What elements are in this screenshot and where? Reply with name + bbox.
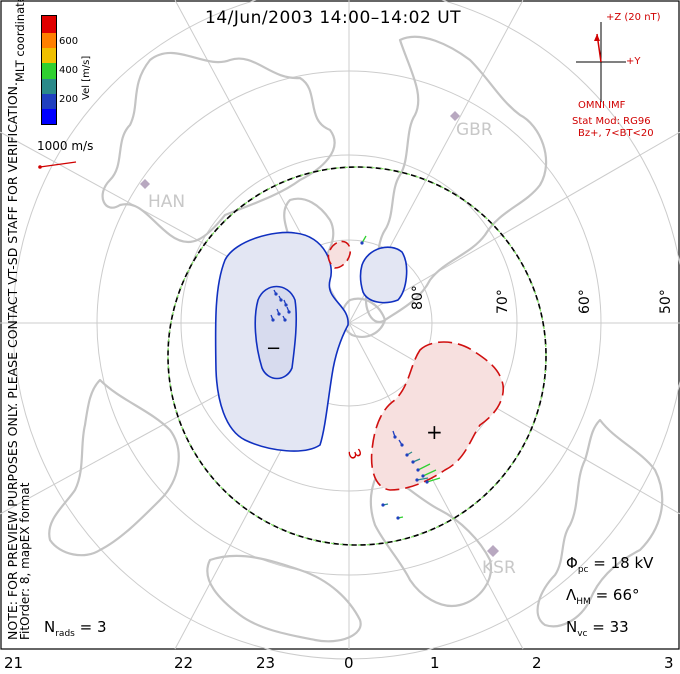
velocity-colorbar	[41, 15, 57, 125]
imf-z-label: +Z (20 nT)	[606, 12, 661, 23]
latitude-70: 70°	[495, 289, 511, 314]
positive-cell-small	[327, 240, 352, 269]
station-han: HAN	[148, 192, 186, 212]
station-ksr: KSR	[482, 558, 516, 578]
hm-boundary	[167, 166, 547, 546]
velocity-scale-label: 1000 m/s	[37, 139, 94, 153]
station-gbr: GBR	[456, 120, 493, 140]
colorbar-green	[42, 63, 56, 79]
mlt-coordinates-label: MLT coordinates	[13, 0, 27, 82]
colorbar-red	[42, 16, 56, 34]
stat-model: Stat Mod: RG96	[572, 116, 651, 127]
minus-marker: −	[266, 338, 282, 359]
mlt-hour-3: 3	[664, 654, 674, 672]
velocity-scale-origin	[38, 165, 42, 169]
negative-cell-small	[359, 246, 408, 304]
imf-condition: Bz+, 7<BT<20	[578, 128, 654, 139]
mlt-hour-23: 23	[256, 654, 276, 672]
colorbar-label: Vel [m/s]	[81, 55, 92, 100]
colorbar-tick-600: 600	[59, 36, 79, 47]
colorbar-teal	[42, 78, 56, 94]
fit-order-note: FitOrder: 8, mapEX format	[18, 482, 32, 640]
colorbar-yellow	[42, 48, 56, 64]
colorbar-orange	[42, 33, 56, 49]
mlt-hour-0: 0	[344, 654, 354, 672]
mlt-hour-22: 22	[174, 654, 194, 672]
preview-note: NOTE: FOR PREVIEW PURPOSES ONLY. PLEASE …	[5, 82, 32, 640]
colorbar-blue	[42, 93, 56, 109]
mlt-hour-1: 1	[430, 654, 440, 672]
colorbar-dark-blue	[42, 108, 56, 124]
mlt-hour-21: 21	[4, 654, 24, 672]
station-markers	[140, 111, 499, 557]
latitude-50: 50°	[658, 289, 674, 314]
velocity-scale-bar	[39, 161, 77, 168]
stat-phi-pc: Φpc = 18 kV	[566, 554, 654, 575]
vector-origins	[271, 241, 429, 520]
map-title: 14/Jun/2003 14:00–14:02 UT	[205, 8, 462, 28]
mlt-hour-2: 2	[532, 654, 542, 672]
positive-cell-main	[370, 341, 505, 491]
latitude-60: 60°	[577, 289, 593, 314]
imf-y-label: +Y	[626, 56, 641, 67]
imf-source: OMNI IMF	[578, 100, 626, 111]
colorbar-tick-200: 200	[59, 94, 79, 105]
coastlines	[48, 35, 664, 643]
stat-n-rads: Nrads = 3	[44, 618, 107, 639]
colorbar-tick-400: 400	[59, 65, 79, 76]
imf-clock	[576, 22, 626, 102]
stat-n-vc: Nvc = 33	[566, 618, 629, 639]
latitude-80: 80°	[410, 285, 426, 310]
stat-lambda-hm: ΛHM = 66°	[566, 586, 640, 607]
negative-cell-inner	[254, 285, 298, 380]
plus-marker: +	[426, 420, 443, 444]
